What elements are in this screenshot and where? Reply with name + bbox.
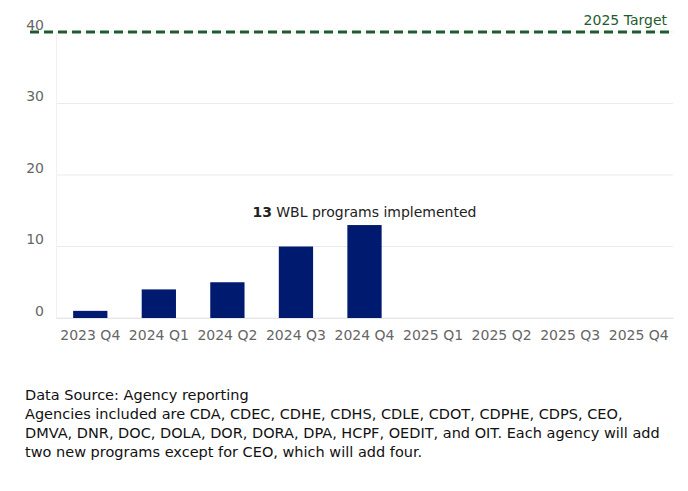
y-axis: 0 10 20 30 40 [26, 17, 56, 319]
x-tick-label: 2025 Q4 [609, 327, 669, 343]
y-tick: 30 [26, 88, 56, 104]
x-tick: 2024 Q3 [266, 318, 326, 343]
bar [142, 289, 176, 318]
y-tick: 10 [26, 231, 56, 247]
y-tick: 0 [35, 303, 56, 319]
x-tick: 2025 Q3 [540, 318, 600, 343]
note: DMVA, DNR, DOC, DOLA, DOR, DORA, DPA, HC… [25, 425, 660, 441]
note: Data Source: Agency reporting [25, 387, 249, 403]
y-tick-label: 30 [26, 88, 44, 104]
x-tick: 2025 Q1 [403, 318, 463, 343]
x-tick: 2024 Q2 [197, 318, 257, 343]
chart: 0102030402023 Q42024 Q12024 Q22024 Q3202… [0, 0, 688, 491]
bar [73, 311, 107, 318]
x-tick: 2025 Q2 [472, 318, 532, 343]
x-tick: 2024 Q1 [129, 318, 189, 343]
y-tick-label: 0 [35, 303, 44, 319]
bars [73, 225, 382, 318]
annotation: 13WBL programs implemented [253, 204, 477, 220]
y-tick-label: 20 [26, 160, 44, 176]
y-tick: 20 [26, 160, 56, 176]
y-tick: 40 [26, 17, 56, 33]
x-tick-label: 2023 Q4 [60, 327, 120, 343]
note: Agencies included are CDA, CDEC, CDHE, C… [25, 406, 623, 422]
x-tick-label: 2024 Q2 [197, 327, 257, 343]
x-axis: 2023 Q4 2024 Q1 2024 Q2 2024 Q3 2024 Q4 2025 … [57, 318, 674, 343]
x-tick-label: 2025 Q3 [540, 327, 600, 343]
x-tick-label: 2024 Q1 [129, 327, 189, 343]
bar [347, 225, 381, 318]
annotation-value: 13 [253, 204, 272, 220]
y-tick-label: 10 [26, 231, 44, 247]
bar [279, 247, 313, 319]
annotation-text: WBL programs implemented [276, 204, 476, 220]
y-axis-line [56, 33, 57, 319]
note: two new programs except for CEO, which w… [25, 444, 422, 460]
x-tick-label: 2025 Q1 [403, 327, 463, 343]
target-label: 2025 Target [584, 12, 668, 28]
grid-line [56, 175, 673, 176]
grid [56, 32, 673, 318]
grid-line [56, 103, 673, 104]
plot: 0102030402023 Q42024 Q12024 Q22024 Q3202… [26, 12, 673, 343]
x-tick-label: 2024 Q3 [266, 327, 326, 343]
x-axis-line [57, 318, 674, 319]
x-tick: 2023 Q4 [60, 318, 120, 343]
x-tick-label: 2024 Q4 [334, 327, 394, 343]
notes: Data Source: Agency reporting Agencies in… [25, 387, 660, 460]
x-tick: 2024 Q4 [334, 318, 394, 343]
x-tick: 2025 Q4 [609, 318, 669, 343]
target-line [30, 31, 673, 34]
y-tick-label: 40 [26, 17, 44, 33]
bar [210, 282, 244, 318]
x-tick-label: 2025 Q2 [472, 327, 532, 343]
